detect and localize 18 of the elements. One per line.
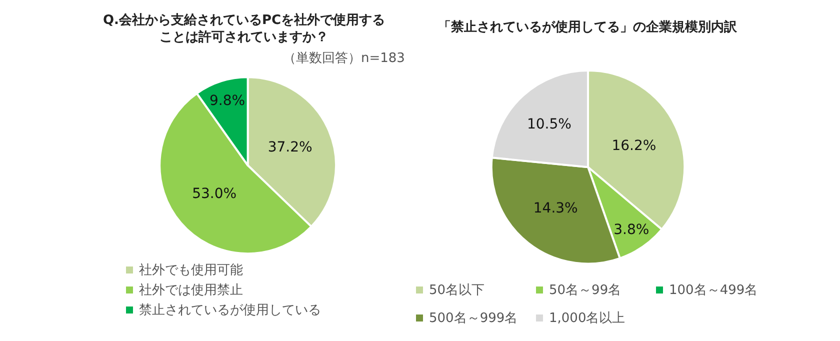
legend-label: 禁止されているが使用している [139, 303, 321, 318]
legend-label: 50名以下 [429, 283, 485, 298]
legend-label: 1,000名以上 [549, 311, 626, 326]
data-label: 10.5% [526, 116, 572, 132]
legend-label: 500名～999名 [429, 311, 518, 326]
chart-subtitle: （単数回答）n=183 [283, 51, 405, 66]
legend-label: 50名～99名 [549, 283, 622, 298]
legend-label: 社外では使用禁止 [139, 283, 243, 298]
data-label: 14.3% [533, 200, 578, 216]
legend-label: 100名～499名 [669, 283, 758, 298]
data-label: 9.8% [210, 92, 246, 109]
data-label: 16.2% [612, 138, 656, 154]
data-label: 53.0% [192, 186, 237, 202]
chart-title: 「禁止されているが使用してる」の企業規模別内訳 [438, 19, 738, 35]
legend-label: 社外でも使用可能 [139, 263, 243, 278]
chart-title: Q.会社から支給されているPCを社外で使用することは許可されていますか？ [103, 12, 386, 45]
data-label: 37.2% [268, 139, 312, 156]
data-label: 3.8% [614, 222, 650, 238]
